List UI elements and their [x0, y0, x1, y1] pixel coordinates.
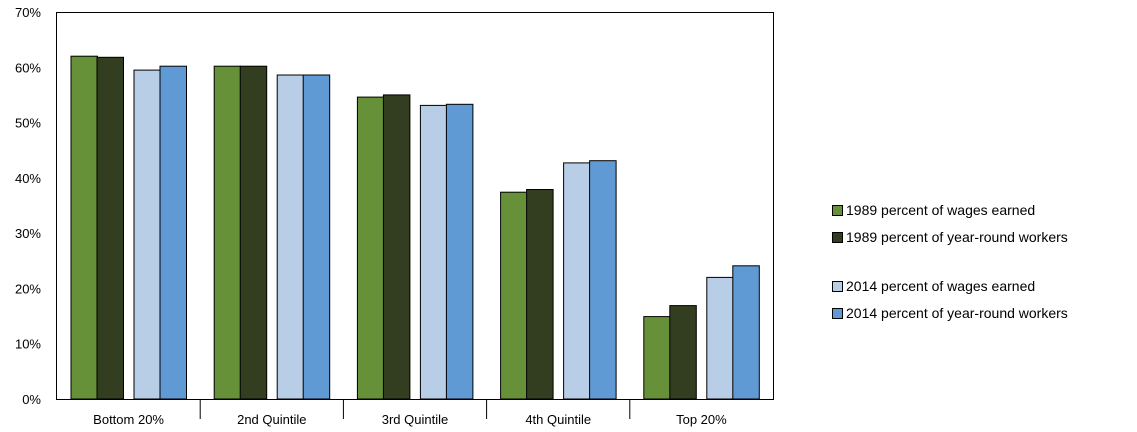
legend-item-1989-workers: 1989 percent of year-round workers — [832, 228, 1132, 247]
bar — [96, 56, 124, 400]
bar — [213, 65, 242, 400]
bar — [563, 162, 591, 400]
y-tick-label: 70% — [15, 5, 41, 20]
bar — [643, 316, 671, 400]
legend-label: 2014 percent of year-round workers — [846, 305, 1068, 321]
x-category-label: Top 20% — [676, 412, 727, 427]
plot-frame — [56, 12, 774, 400]
legend: 1989 percent of wages earned 1989 percen… — [832, 201, 1132, 331]
y-tick-label: 0% — [22, 392, 41, 407]
y-tick-label: 20% — [15, 281, 41, 296]
legend-swatch — [832, 281, 843, 292]
bar — [70, 55, 98, 400]
x-category-label: 4th Quintile — [525, 412, 591, 427]
y-tick-label: 60% — [15, 60, 41, 75]
x-category-label: 2nd Quintile — [237, 412, 306, 427]
bar — [159, 65, 187, 400]
legend-swatch — [832, 205, 843, 216]
bar — [382, 94, 411, 400]
y-tick-label: 50% — [15, 116, 41, 131]
legend-item-1989-wages: 1989 percent of wages earned — [832, 201, 1132, 220]
legend-item-2014-wages: 2014 percent of wages earned — [832, 277, 1132, 296]
y-tick-label: 10% — [15, 337, 41, 352]
legend-item-2014-workers: 2014 percent of year-round workers — [832, 304, 1132, 323]
x-axis-labels: Bottom 20% 2nd Quintile 3rd Quintile 4th Qu… — [93, 399, 727, 427]
legend-swatch — [832, 232, 843, 243]
y-axis-ticks: 0% 10% 20% 30% 40% 50% 60% 70% — [15, 5, 41, 407]
y-tick-label: 30% — [15, 226, 41, 241]
bar — [706, 276, 734, 400]
legend-label: 1989 percent of year-round workers — [846, 229, 1068, 245]
bar — [419, 104, 448, 400]
bar — [589, 160, 617, 400]
bar — [133, 69, 161, 400]
bar — [445, 103, 474, 400]
legend-label: 2014 percent of wages earned — [846, 278, 1036, 294]
bars-group — [70, 55, 760, 400]
legend-swatch — [832, 308, 843, 319]
bar — [302, 74, 331, 400]
bar — [732, 265, 760, 400]
legend-label: 1989 percent of wages earned — [846, 202, 1036, 218]
bar — [526, 189, 554, 400]
x-category-label: Bottom 20% — [93, 412, 164, 427]
bar — [500, 191, 528, 400]
x-category-label: 3rd Quintile — [382, 412, 448, 427]
bar — [276, 74, 305, 400]
bar — [239, 65, 268, 400]
bar — [356, 96, 385, 400]
y-tick-label: 40% — [15, 171, 41, 186]
bar — [669, 305, 697, 400]
